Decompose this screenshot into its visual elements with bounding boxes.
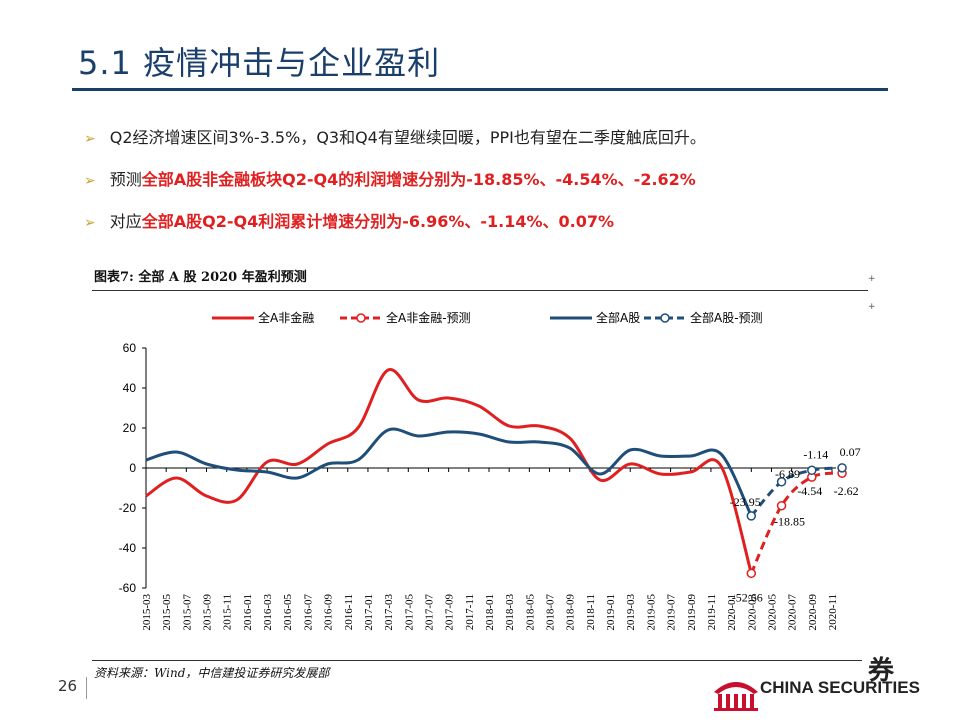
bullet-2: ➢ 预测全部A股非金融板块Q2-Q4的利润增速分别为-18.85%、-4.54%、… bbox=[84, 166, 696, 190]
series-point bbox=[837, 463, 847, 473]
x-tick-label: 2017-11 bbox=[464, 594, 476, 630]
x-tick-label: 2019-11 bbox=[706, 594, 718, 630]
x-tick-label: 2018-07 bbox=[545, 594, 557, 631]
bullet-3-highlight: 全部A股Q2-Q4利润累计增速分别为-6.96%、-1.14%、0.07% bbox=[141, 212, 615, 231]
bullet-arrow-icon: ➢ bbox=[84, 131, 96, 147]
x-tick-label: 2017-03 bbox=[383, 594, 395, 631]
logo-text-en: CHINA SECURITIES bbox=[760, 678, 920, 697]
x-tick-label: 2015-11 bbox=[222, 594, 234, 630]
x-tick-label: 2017-05 bbox=[403, 594, 415, 631]
series-point bbox=[746, 568, 757, 579]
bullet-1: ➢ Q2经济增速区间3%-3.5%，Q3和Q4有望继续回暖，PPI也有望在二季度触… bbox=[84, 124, 706, 148]
series-point bbox=[776, 477, 787, 487]
series-point bbox=[746, 511, 757, 521]
x-tick-label: 2016-01 bbox=[242, 594, 254, 631]
slide-title: 5.1 疫情冲击与企业盈利 bbox=[78, 44, 441, 82]
x-tick-label: 2020-01 bbox=[726, 594, 738, 631]
y-tick-label: 60 bbox=[123, 341, 137, 355]
x-tick-label: 2018-11 bbox=[585, 594, 597, 630]
data-label: -18.85 bbox=[774, 515, 805, 529]
bullet-arrow-icon: ➢ bbox=[84, 215, 96, 231]
bullet-3-text: 对应 bbox=[109, 212, 142, 231]
x-tick-label: 2018-09 bbox=[565, 594, 577, 631]
series-point bbox=[776, 500, 787, 511]
plus-mark: + bbox=[868, 274, 876, 284]
y-tick-label: 40 bbox=[123, 381, 137, 395]
y-tick-label: -20 bbox=[119, 501, 137, 515]
bullet-arrow-icon: ➢ bbox=[84, 173, 96, 189]
page-number-divider bbox=[86, 677, 87, 699]
x-tick-label: 2019-05 bbox=[645, 594, 657, 631]
page-number: 26 bbox=[58, 677, 78, 695]
source-note: 资料来源：Wind，中信建投证券研究发展部 bbox=[94, 666, 330, 680]
x-tick-label: 2019-07 bbox=[666, 594, 678, 631]
series-line bbox=[145, 427, 753, 517]
x-tick-label: 2016-09 bbox=[323, 594, 335, 631]
bullet-2-text: 预测 bbox=[109, 170, 142, 189]
x-tick-label: 2019-09 bbox=[686, 594, 698, 631]
legend-label: 全A非金融-预测 bbox=[386, 310, 471, 325]
title-divider bbox=[72, 88, 888, 91]
x-tick-label: 2016-07 bbox=[302, 594, 314, 631]
data-label: -6.89 bbox=[775, 467, 800, 481]
plus-mark: + bbox=[868, 302, 876, 312]
x-tick-label: 2016-11 bbox=[343, 594, 355, 630]
x-tick-label: 2016-05 bbox=[282, 594, 294, 631]
series-line bbox=[750, 466, 843, 517]
x-tick-label: 2018-05 bbox=[524, 594, 536, 631]
source-rule bbox=[92, 660, 862, 661]
x-tick-label: 2020-11 bbox=[827, 594, 839, 630]
y-tick-label: 0 bbox=[129, 461, 136, 475]
x-tick-label: 2019-01 bbox=[605, 594, 617, 631]
logo-text-cn: 券 bbox=[868, 656, 895, 686]
x-tick-label: 2017-07 bbox=[423, 594, 435, 631]
bullet-3: ➢ 对应全部A股Q2-Q4利润累计增速分别为-6.96%、-1.14%、0.07% bbox=[84, 208, 614, 232]
x-tick-label: 2015-07 bbox=[181, 594, 193, 631]
bullet-1-text: Q2经济增速区间3%-3.5%，Q3和Q4有望继续回暖，PPI也有望在二季度触底… bbox=[109, 128, 706, 147]
x-tick-label: 2020-09 bbox=[807, 594, 819, 631]
china-securities-logo-icon bbox=[714, 682, 758, 711]
x-tick-label: 2016-03 bbox=[262, 594, 274, 631]
bullet-2-highlight: 全部A股非金融板块Q2-Q4的利润增速分别为-18.85%、-4.54%、-2.… bbox=[141, 170, 696, 189]
y-tick-label: -60 bbox=[119, 581, 137, 595]
data-label: -23.95 bbox=[730, 495, 761, 509]
data-label: 0.07 bbox=[840, 445, 861, 459]
x-tick-label: 2020-05 bbox=[766, 594, 778, 631]
series-line bbox=[145, 368, 753, 574]
x-tick-label: 2018-03 bbox=[504, 594, 516, 631]
x-tick-label: 2019-03 bbox=[625, 594, 637, 631]
profit-forecast-chart: 60 40 20 0 -20 -40 -60 2015-03 2015-05 2015-07 201… bbox=[119, 310, 861, 631]
y-tick-label: -40 bbox=[119, 541, 137, 555]
x-tick-label: 2015-09 bbox=[202, 594, 214, 631]
y-tick-label: 20 bbox=[123, 421, 137, 435]
data-label: -52.66 bbox=[732, 590, 763, 604]
figure-label: 图表7: 全部 A 股 2020 年盈利预测 bbox=[94, 270, 307, 285]
x-tick-label: 2020-07 bbox=[787, 594, 799, 631]
legend-label: 全A非金融 bbox=[258, 310, 314, 325]
x-tick-label: 2018-01 bbox=[484, 594, 496, 631]
data-label: -2.62 bbox=[834, 484, 859, 498]
x-tick-label: 2015-05 bbox=[161, 594, 173, 631]
legend-label: 全部A股-预测 bbox=[690, 310, 763, 325]
figure-top-rule bbox=[92, 290, 868, 291]
x-tick-label: 2017-01 bbox=[363, 594, 375, 631]
series-line bbox=[749, 471, 843, 574]
data-label: -4.54 bbox=[797, 484, 822, 498]
x-tick-label: 2017-09 bbox=[444, 594, 456, 631]
legend-label: 全部A股 bbox=[596, 310, 640, 325]
legend-marker bbox=[660, 313, 670, 323]
series-point bbox=[807, 465, 817, 476]
legend-marker bbox=[356, 313, 366, 323]
data-label: -1.14 bbox=[803, 447, 828, 461]
x-tick-label: 2020-03 bbox=[746, 594, 758, 631]
x-tick-label: 2015-03 bbox=[141, 594, 153, 631]
